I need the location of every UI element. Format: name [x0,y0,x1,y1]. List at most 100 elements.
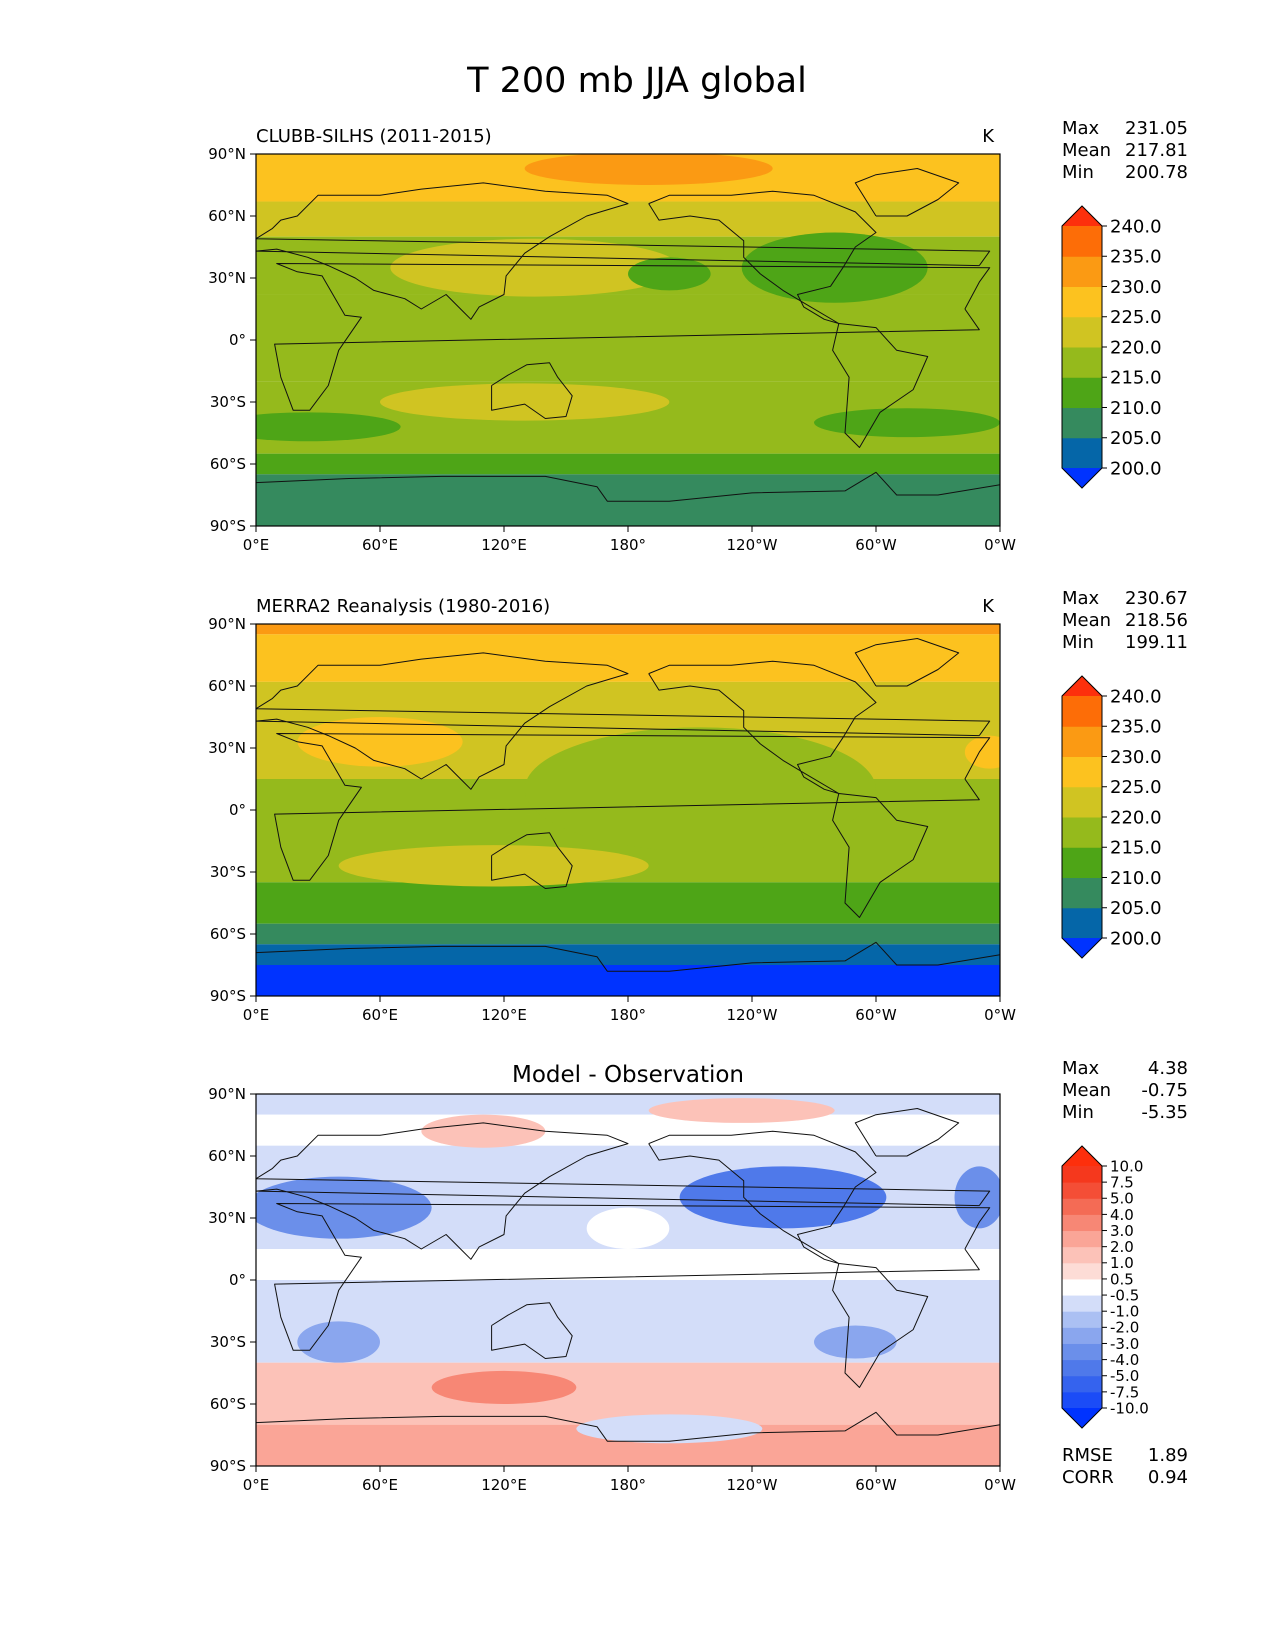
metric-value: 0.94 [1148,1467,1188,1488]
colorbar-segment [1062,1214,1102,1232]
lon-tick-label: 60°E [362,1476,398,1494]
colorbar-extend-min [1062,938,1102,958]
lat-tick-label: 0° [229,331,246,349]
field-band [256,634,1000,682]
lat-tick-label: 30°S [210,1333,246,1351]
data-field [256,1094,1000,1466]
colorbar-tick-label: 220.0 [1110,337,1162,358]
field-anomaly [964,735,1000,769]
stat-label: Max [1062,588,1100,609]
lat-tick-label: 30°S [210,863,246,881]
lat-tick-label: 60°N [208,207,246,225]
lat-tick-label: 0° [229,801,246,819]
colorbar-extend-min [1062,1408,1102,1428]
colorbar-tick-label: 205.0 [1110,428,1162,449]
colorbar-tick-label: -1.0 [1110,1303,1139,1321]
colorbar-tick-label: 230.0 [1110,747,1162,768]
coastline [854,168,960,217]
coastline [854,1108,960,1157]
colorbar-segment [1062,1262,1102,1280]
colorbar-tick-label: -5.0 [1110,1367,1139,1385]
colorbar-extend-min [1062,468,1102,488]
panel-title-left: CLUBB-SILHS (2011-2015) [256,126,492,147]
stat-label: Mean [1062,610,1111,631]
field-band [256,882,1000,924]
field-anomaly [297,717,463,767]
coastline [832,1263,929,1388]
coastline [256,941,1000,972]
field-anomaly [421,1114,546,1148]
lat-tick-label: 90°N [208,145,246,163]
field-anomaly [338,845,649,887]
lon-tick-label: 60°W [855,1476,897,1494]
colorbar-tick-label: 230.0 [1110,277,1162,298]
colorbar-tick-label: 215.0 [1110,368,1162,389]
colorbar-segment [1062,1343,1102,1361]
colorbar-segment [1062,726,1102,757]
colorbar-segment [1062,1327,1102,1344]
stat-label: Min [1062,162,1094,183]
coastlines [256,1108,1000,1442]
stat-label: Mean [1062,1080,1111,1101]
lon-tick-label: 0°W [984,1476,1016,1494]
coastlines [256,168,1000,502]
coastline [256,1122,991,1260]
colorbar-tick-label: 4.0 [1110,1206,1134,1224]
field-band [256,453,1000,475]
colorbar-extend-max [1062,206,1102,226]
stat-value: 199.11 [1125,632,1188,653]
colorbar-tick-label: 1.0 [1110,1254,1134,1272]
lat-tick-label: 60°N [208,1147,246,1165]
coastline [274,1203,991,1351]
stat-label: Min [1062,1102,1094,1123]
colorbar-segment [1062,316,1102,348]
lat-tick-label: 60°S [210,455,246,473]
lon-tick-label: 180° [610,1006,646,1024]
lon-tick-label: 120°E [481,536,527,554]
lat-tick-label: 90°N [208,615,246,633]
lat-tick-label: 60°N [208,677,246,695]
colorbar-segment [1062,907,1102,939]
lon-tick-label: 0°W [984,1006,1016,1024]
colorbar-segment [1062,1278,1102,1296]
field-anomaly [814,1325,897,1359]
field-anomaly [297,1321,380,1363]
field-band [256,923,1000,945]
stat-label: Min [1062,632,1094,653]
field-band [256,1362,1000,1425]
colorbar-segment [1062,696,1102,727]
lon-tick-label: 180° [610,536,646,554]
colorbar-tick-label: 210.0 [1110,868,1162,889]
map-panel-reference: 0°E 60°E 120°E 180° 120°W 60°W 0°W 90°N 60°N 30°N… [208,588,1188,1024]
field-anomaly [954,1166,1000,1229]
colorbar-tick-label: -3.0 [1110,1335,1139,1353]
field-anomaly [380,383,670,421]
colorbar-tick-label: 215.0 [1110,838,1162,859]
colorbar-tick-label: -4.0 [1110,1351,1139,1369]
lat-tick-label: 90°S [210,1457,246,1475]
coastline [854,638,960,687]
colorbar-tick-label: 235.0 [1110,717,1162,738]
lat-tick-label: 90°S [210,987,246,1005]
colorbar-tick-label: 225.0 [1110,777,1162,798]
coastline [832,793,929,918]
lon-tick-label: 0°E [243,1006,270,1024]
coastline [256,652,991,790]
colorbar-tick-label: -7.5 [1110,1383,1139,1401]
field-anomaly [741,232,928,303]
colorbar-segment [1062,1198,1102,1215]
stat-label: Max [1062,118,1100,139]
metric-value: 1.89 [1148,1445,1188,1466]
colorbar-segment [1062,1391,1102,1409]
colorbar-tick-label: 235.0 [1110,247,1162,268]
metric-label: RMSE [1062,1445,1113,1466]
lat-tick-label: 90°S [210,517,246,535]
lat-tick-label: 0° [229,1271,246,1289]
field-anomaly [628,257,711,291]
field-anomaly [256,1176,432,1239]
coastline [648,660,877,794]
lon-tick-label: 60°W [855,536,897,554]
colorbar-tick-label: 7.5 [1110,1174,1134,1192]
colorbar-segment [1062,377,1102,408]
